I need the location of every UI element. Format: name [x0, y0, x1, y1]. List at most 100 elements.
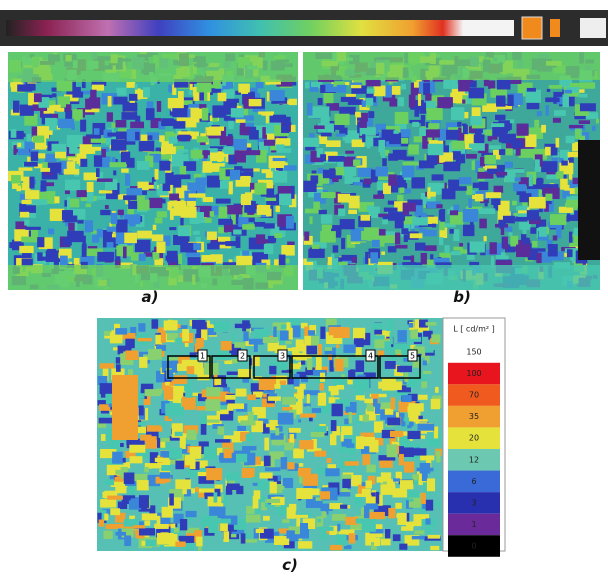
- texture: [470, 116, 482, 125]
- texture: [153, 225, 157, 230]
- texture: [372, 323, 384, 330]
- texture: [24, 220, 29, 226]
- texture: [196, 537, 202, 547]
- texture: [432, 224, 436, 228]
- texture: [231, 108, 244, 117]
- texture: [195, 177, 206, 185]
- texture: [19, 246, 33, 253]
- texture: [275, 428, 279, 436]
- texture: [546, 105, 549, 116]
- texture: [422, 472, 428, 481]
- texture: [89, 97, 100, 108]
- texture: [303, 403, 310, 406]
- texture: [175, 461, 184, 470]
- texture: [527, 88, 536, 92]
- texture: [388, 508, 395, 518]
- texture: [364, 399, 374, 403]
- texture: [178, 149, 188, 152]
- texture: [201, 423, 207, 435]
- texture: [105, 524, 117, 529]
- tool-button[interactable]: [580, 18, 606, 38]
- texture: [169, 448, 182, 459]
- texture: [105, 205, 109, 209]
- texture: [116, 88, 126, 96]
- texture: [52, 144, 67, 152]
- texture: [157, 101, 161, 112]
- texture: [107, 496, 123, 500]
- texture: [361, 215, 371, 221]
- texture: [303, 138, 319, 147]
- texture: [457, 122, 461, 127]
- texture: [501, 228, 504, 235]
- texture: [20, 105, 34, 116]
- texture: [496, 95, 505, 106]
- texture: [400, 480, 413, 489]
- texture: [393, 130, 398, 134]
- texture: [207, 232, 217, 240]
- texture: [403, 203, 416, 212]
- texture: [139, 528, 155, 535]
- texture: [135, 132, 140, 140]
- texture: [427, 478, 435, 491]
- texture: [508, 232, 512, 236]
- texture: [85, 220, 93, 232]
- texture: [505, 148, 512, 155]
- texture: [273, 171, 287, 183]
- texture: [219, 207, 228, 218]
- texture: [332, 514, 346, 521]
- texture: [214, 322, 229, 332]
- texture: [64, 169, 80, 175]
- legend-level: 6: [471, 477, 476, 486]
- texture: [395, 219, 404, 229]
- texture: [414, 106, 419, 117]
- texture: [412, 536, 425, 539]
- texture: [266, 424, 274, 428]
- texture: [218, 219, 232, 225]
- texture: [339, 447, 347, 454]
- texture: [519, 222, 531, 230]
- texture: [553, 235, 558, 240]
- texture: [419, 160, 434, 168]
- texture: [366, 503, 378, 509]
- texture: [451, 107, 464, 120]
- texture: [68, 223, 75, 231]
- texture: [320, 231, 336, 242]
- texture: [204, 362, 219, 374]
- texture: [126, 82, 135, 88]
- texture: [253, 496, 259, 509]
- texture: [17, 84, 32, 91]
- texture: [466, 186, 472, 195]
- texture: [321, 214, 332, 223]
- texture: [361, 231, 373, 240]
- texture: [107, 112, 113, 121]
- texture: [426, 203, 436, 208]
- texture: [218, 426, 225, 434]
- texture: [190, 84, 193, 90]
- texture: [99, 363, 114, 368]
- texture: [279, 194, 292, 206]
- tool-button[interactable]: [522, 17, 542, 39]
- texture: [197, 136, 209, 142]
- texture: [94, 128, 100, 135]
- texture: [99, 418, 113, 424]
- texture: [123, 247, 127, 259]
- texture: [305, 147, 315, 151]
- texture: [443, 162, 460, 171]
- texture: [220, 136, 234, 145]
- texture: [364, 179, 372, 185]
- texture: [80, 159, 87, 167]
- tool-button[interactable]: [550, 19, 560, 37]
- texture: [553, 118, 561, 123]
- texture: [388, 174, 397, 185]
- texture: [70, 199, 79, 208]
- texture: [115, 470, 121, 475]
- texture: [387, 444, 398, 457]
- texture: [190, 459, 196, 469]
- texture: [401, 395, 411, 402]
- texture: [338, 208, 345, 216]
- texture: [426, 108, 442, 120]
- texture: [86, 203, 91, 207]
- texture: [175, 136, 191, 139]
- texture: [397, 195, 403, 201]
- texture: [11, 175, 21, 183]
